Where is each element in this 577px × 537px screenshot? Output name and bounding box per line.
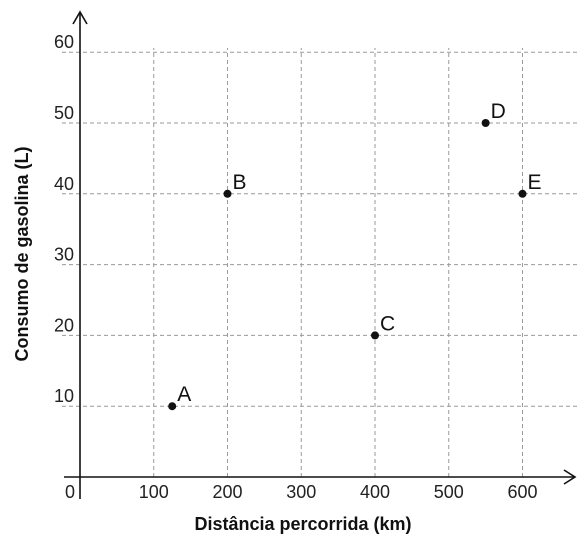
y-tick-label: 50 <box>54 103 74 123</box>
x-tick-label: 500 <box>434 482 464 502</box>
y-axis-title: Consumo de gasolina (L) <box>12 146 32 361</box>
data-points: A B C D E <box>168 100 542 411</box>
point-label: A <box>177 383 191 406</box>
y-tick-label: 10 <box>54 386 74 406</box>
y-tick-labels: 10 20 30 40 50 60 <box>54 32 74 406</box>
x-axis-arrowhead <box>563 469 577 485</box>
x-tick-label: 300 <box>286 482 316 502</box>
point-label: B <box>233 171 247 194</box>
point-marker <box>481 119 490 127</box>
data-point-e: E <box>518 171 542 198</box>
x-axis-title: Distância percorrida (km) <box>194 514 411 534</box>
axes <box>64 10 577 499</box>
grid <box>62 48 577 477</box>
y-axis-arrowhead <box>72 10 88 25</box>
x-tick-labels: 0 100 200 300 400 500 600 <box>65 482 538 502</box>
x-tick-label: 400 <box>360 482 390 502</box>
point-marker <box>168 402 177 411</box>
y-tick-label: 40 <box>54 174 74 194</box>
x-tick-label: 0 <box>65 482 75 502</box>
data-point-b: B <box>223 171 247 198</box>
point-label: E <box>528 171 542 194</box>
y-tick-label: 30 <box>54 245 74 265</box>
point-marker <box>223 189 232 198</box>
point-marker <box>518 189 527 198</box>
data-point-a: A <box>168 383 191 411</box>
x-tick-label: 600 <box>507 482 537 502</box>
data-point-d: D <box>481 100 506 127</box>
point-label: C <box>380 312 395 335</box>
point-label: D <box>491 100 506 123</box>
y-tick-label: 60 <box>54 32 74 52</box>
y-tick-label: 20 <box>54 315 74 335</box>
x-tick-label: 100 <box>139 482 169 502</box>
x-tick-label: 200 <box>212 482 242 502</box>
point-marker <box>371 331 379 340</box>
data-point-c: C <box>371 312 395 340</box>
